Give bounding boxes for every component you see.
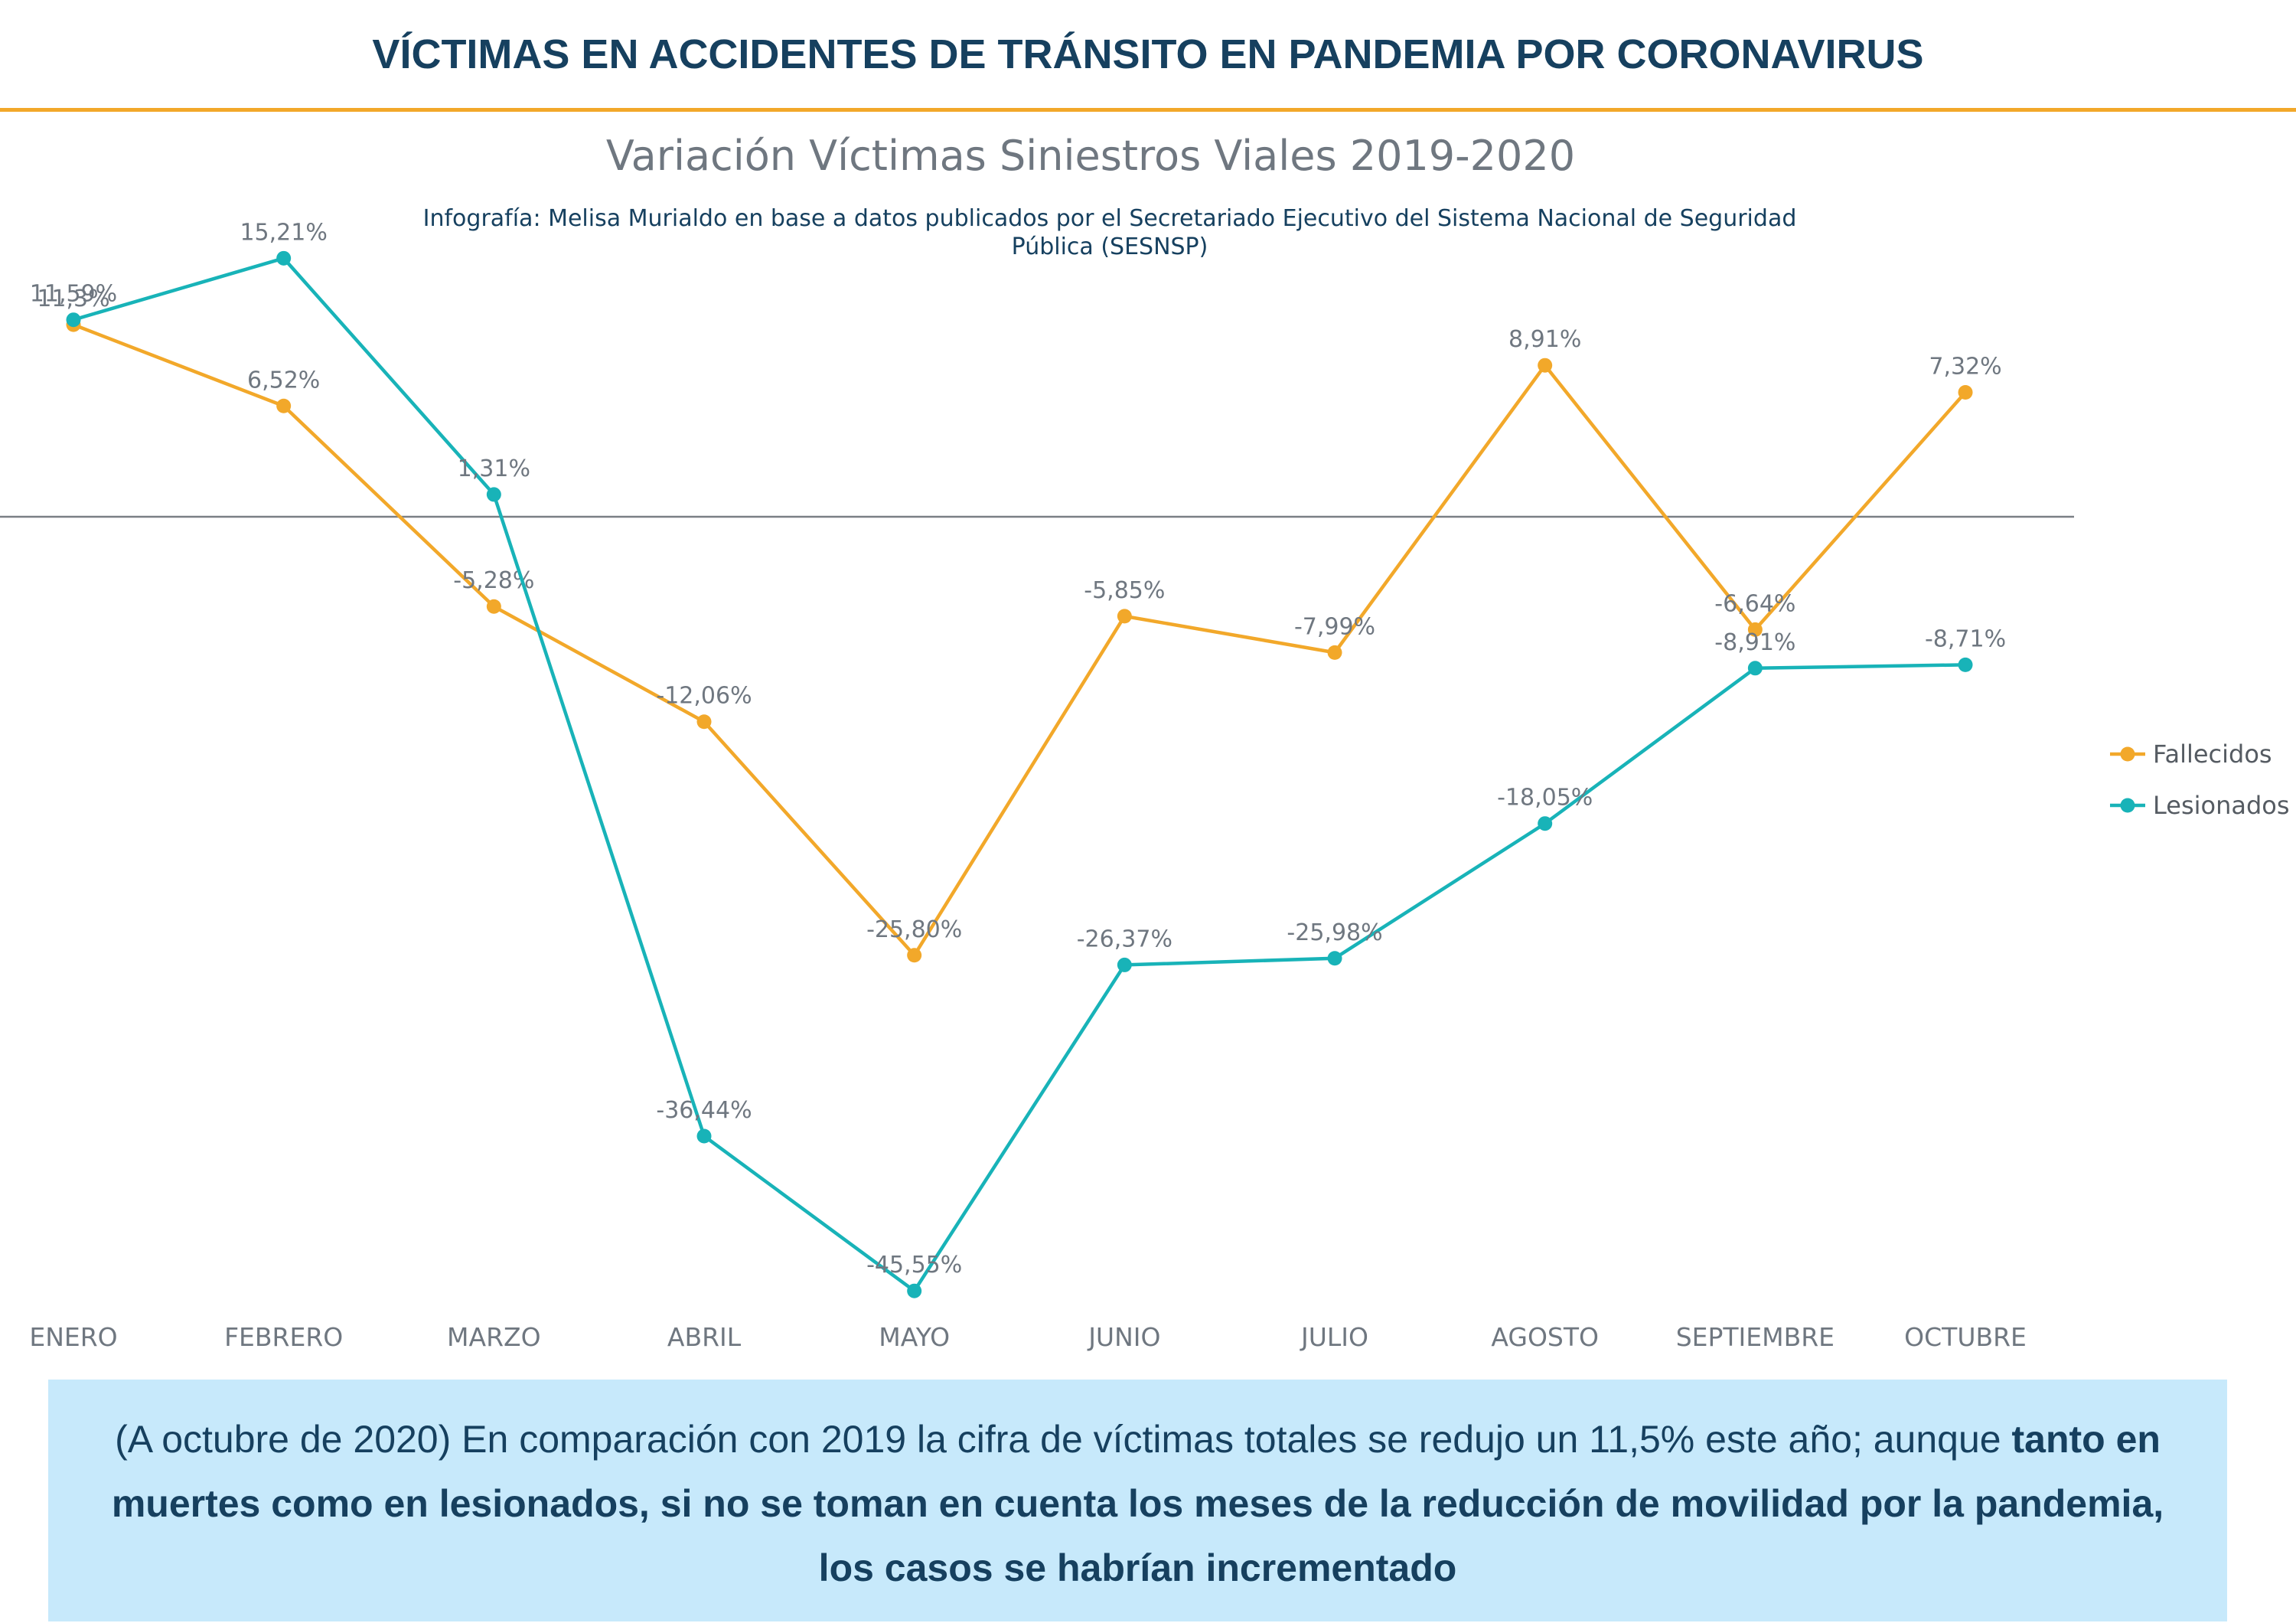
data-label-fallecidos: -25,80% [866,916,962,943]
data-label-lesionados: -8,91% [1714,629,1795,656]
data-label-fallecidos: -6,64% [1714,590,1795,617]
legend-swatch-marker [2120,746,2135,762]
data-label-fallecidos: -12,06% [656,683,752,710]
x-tick-label: SEPTIEMBRE [1676,1322,1835,1352]
data-point-fallecidos [907,948,922,963]
series-layer: 11,3%6,52%-5,28%-12,06%-25,80%-5,85%-7,9… [30,219,2006,1298]
page-title: VÍCTIMAS EN ACCIDENTES DE TRÁNSITO EN PA… [372,31,1924,77]
summary-text: (A octubre de 2020) En comparación con 2… [115,1418,2012,1461]
summary-highlight: tanto en muertes como en lesionados, si … [111,1418,2164,1589]
data-point-lesionados [1958,657,1973,672]
data-point-lesionados [1747,661,1763,676]
chart-title: Variación Víctimas Siniestros Viales 201… [606,132,1575,180]
title-divider [0,108,2296,112]
data-point-lesionados [1327,951,1342,966]
series-line-fallecidos [73,323,1967,958]
x-tick-label: JUNIO [1087,1322,1160,1352]
data-label-lesionados: -45,55% [866,1252,962,1278]
x-tick-label: ENERO [29,1322,117,1352]
data-point-fallecidos [1327,645,1342,660]
data-point-lesionados [1117,957,1132,972]
legend-item-fallecidos: Fallecidos [2110,740,2272,769]
data-label-lesionados: -25,98% [1287,919,1382,946]
data-point-lesionados [696,1128,712,1144]
chart-credit-line-2: Pública (SESNSP) [1012,233,1208,260]
data-point-lesionados [486,487,501,502]
data-point-fallecidos [1117,609,1132,624]
series-line-lesionados [73,256,1966,1293]
x-tick-label: OCTUBRE [1904,1322,2027,1352]
data-point-fallecidos [1538,358,1553,373]
data-label-fallecidos: 11,3% [37,286,109,312]
x-tick-label: FEBRERO [224,1322,343,1352]
x-tick-label: MARZO [447,1322,541,1352]
data-point-lesionados [66,312,81,328]
chart-credit-line-1: Infografía: Melisa Murialdo en base a da… [423,205,1797,232]
data-label-lesionados: 1,31% [458,456,530,482]
x-tick-label: MAYO [879,1322,950,1352]
legend-item-lesionados: Lesionados [2110,791,2290,820]
data-label-lesionados: 11,59% [30,281,117,308]
x-tick-label: JULIO [1300,1322,1368,1352]
data-label-fallecidos: -5,85% [1084,577,1165,604]
data-label-lesionados: 15,21% [240,219,327,246]
legend-label: Fallecidos [2153,740,2272,769]
x-tick-label: AGOSTO [1491,1322,1599,1352]
data-point-lesionados [1538,816,1553,831]
data-point-lesionados [276,250,292,266]
data-point-fallecidos [1958,384,1973,400]
x-tick-label: ABRIL [667,1322,742,1352]
data-point-fallecidos [1747,622,1763,637]
data-point-fallecidos [276,398,292,413]
data-label-lesionados: -8,71% [1925,625,2006,652]
data-point-fallecidos [696,714,712,730]
data-label-fallecidos: 7,32% [1929,353,2001,380]
data-label-lesionados: -18,05% [1497,785,1593,812]
data-label-fallecidos: 8,91% [1508,326,1581,353]
legend-swatch-marker [2120,798,2135,813]
data-label-fallecidos: -7,99% [1294,613,1375,640]
summary-box: (A octubre de 2020) En comparación con 2… [48,1380,2227,1621]
data-label-fallecidos: 6,52% [247,367,320,394]
line-chart: Variación Víctimas Siniestros Viales 201… [0,132,2290,1352]
data-point-fallecidos [486,599,501,614]
x-axis: ENERO FEBRERO MARZO ABRIL MAYO JUNIO JULIO AGOS… [29,1322,2027,1352]
legend-label: Lesionados [2153,791,2290,820]
data-point-lesionados [907,1283,922,1298]
data-label-lesionados: -26,37% [1077,926,1172,952]
legend: Fallecidos Lesionados [2110,740,2290,820]
data-label-lesionados: -36,44% [656,1097,752,1124]
